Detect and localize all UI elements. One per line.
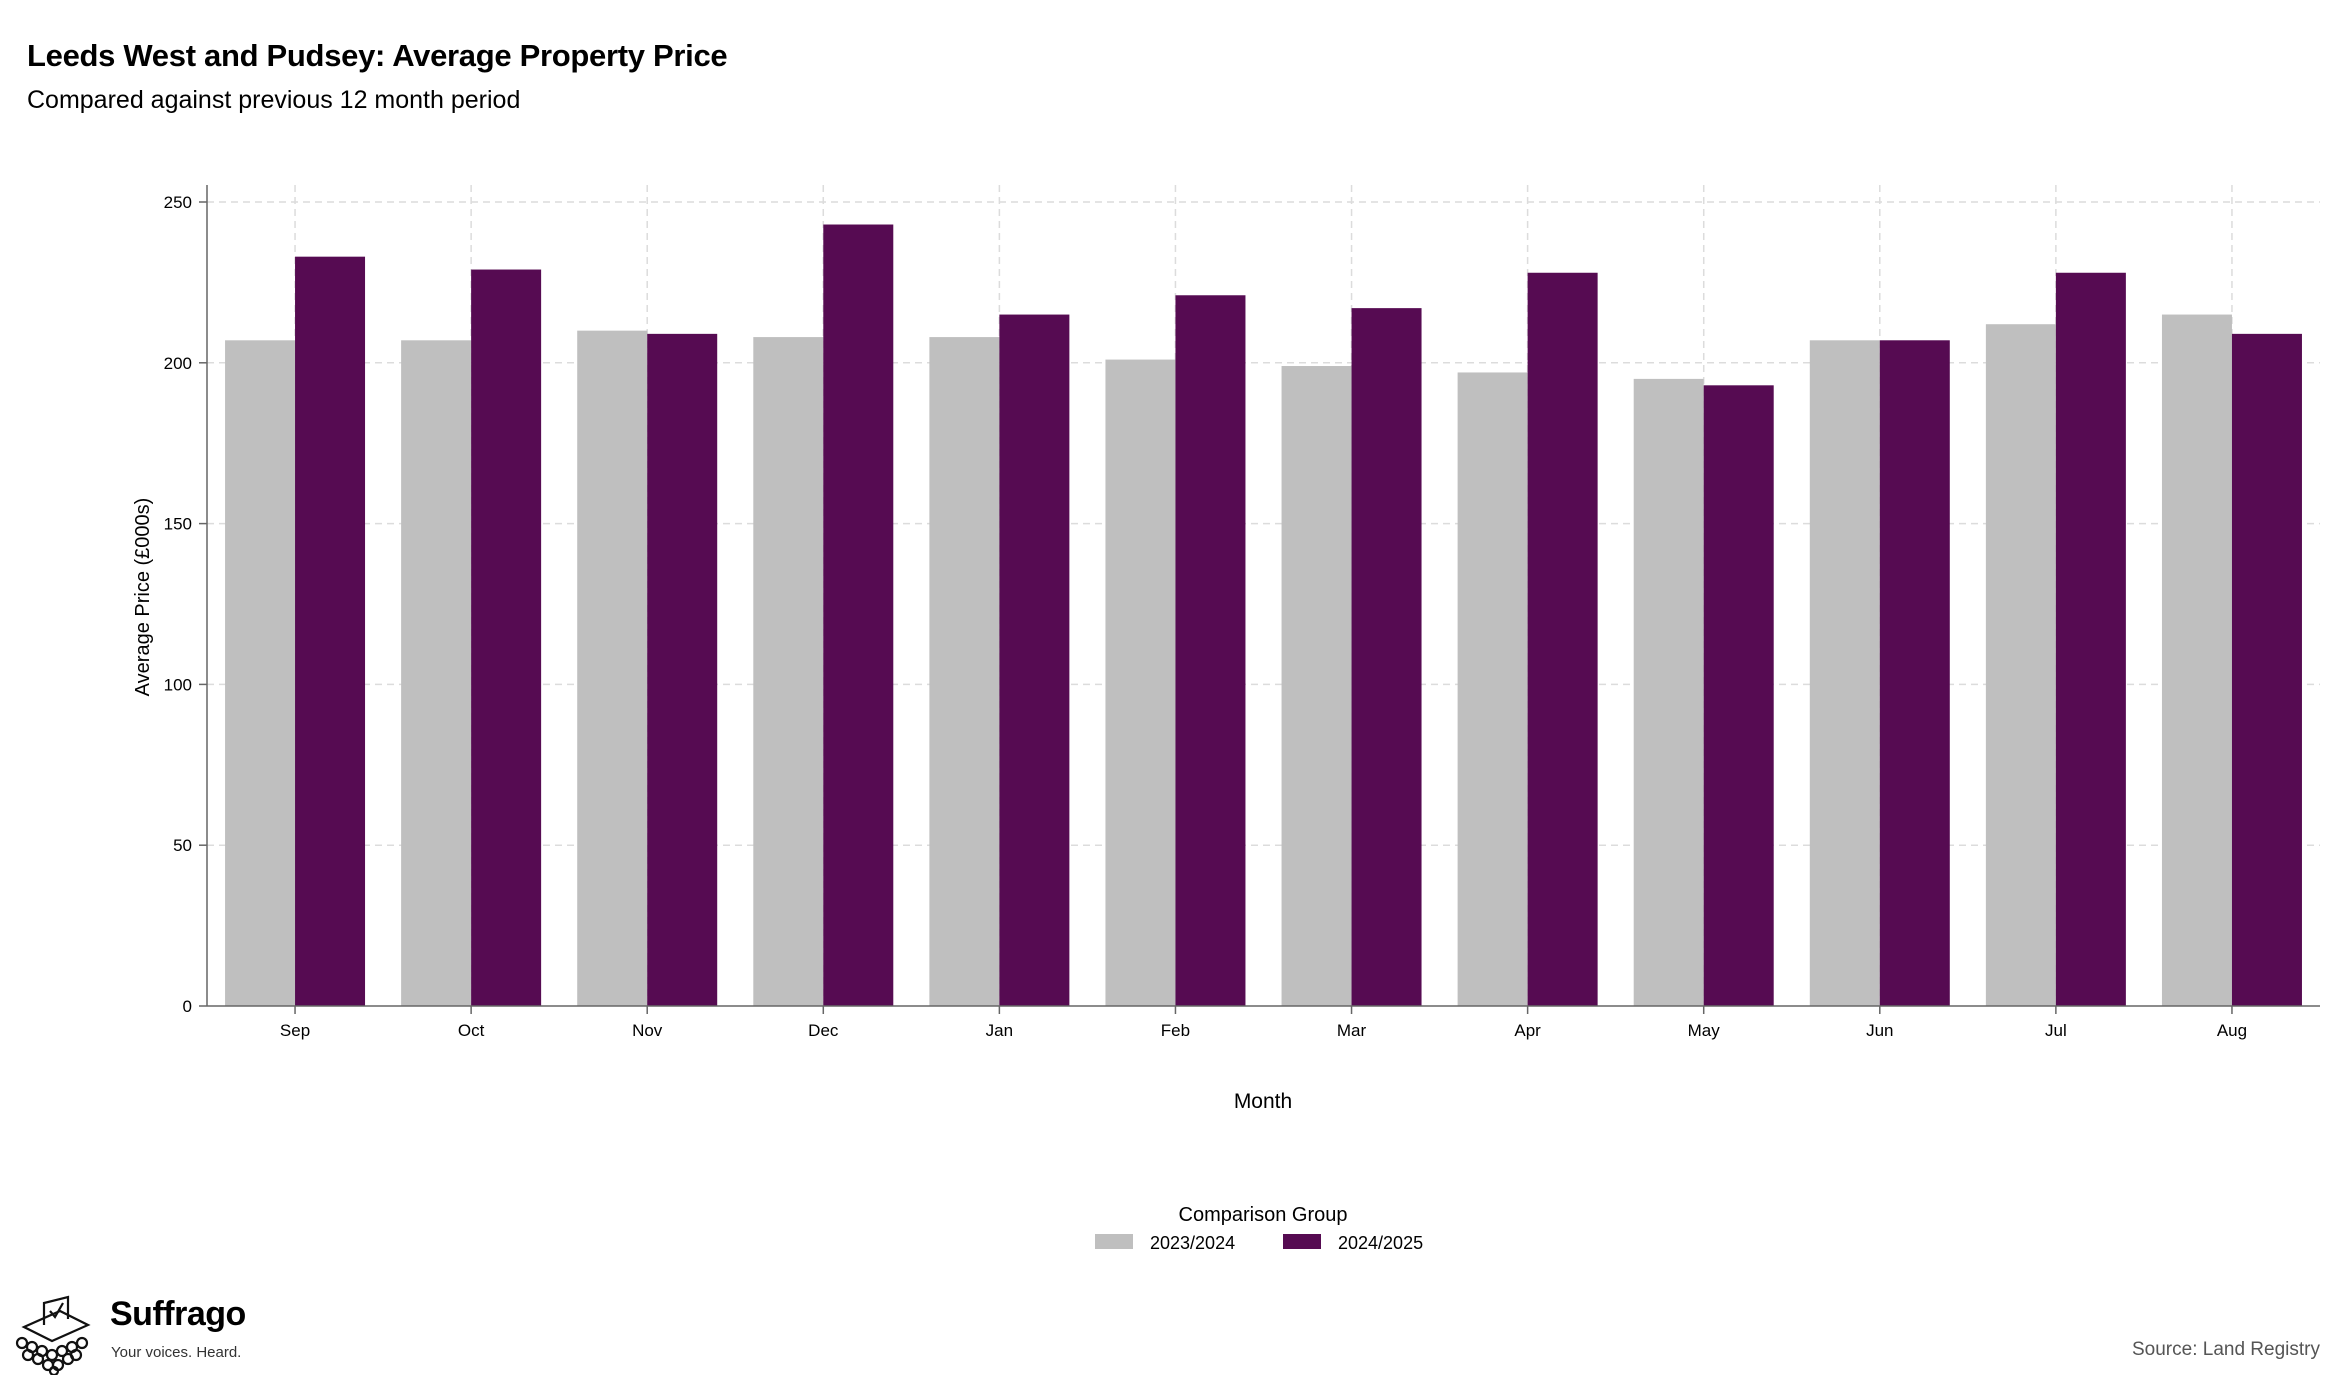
x-tick-label: Jan xyxy=(986,1021,1013,1040)
x-tick-label: Jun xyxy=(1866,1021,1893,1040)
brand-logo: Suffrago Your voices. Heard. xyxy=(14,1295,274,1377)
bar-2023-2024-oct xyxy=(401,340,472,1007)
ballot-box-icon xyxy=(15,1295,91,1377)
x-tick-label: Mar xyxy=(1337,1021,1367,1040)
y-axis-label: Average Price (£000s) xyxy=(132,498,154,697)
x-tick-label: Apr xyxy=(1514,1021,1541,1040)
y-tick-label: 150 xyxy=(164,515,192,534)
bar-2024-2025-may xyxy=(1703,385,1774,1006)
y-tick-label: 50 xyxy=(173,836,192,855)
brand-tagline: Your voices. Heard. xyxy=(111,1344,242,1361)
bar-2023-2024-nov xyxy=(577,330,648,1006)
axes xyxy=(199,185,2320,1014)
bar-2023-2024-aug xyxy=(2161,314,2232,1006)
x-axis-label: Month xyxy=(1234,1090,1292,1113)
source-note: Source: Land Registry xyxy=(2132,1339,2320,1360)
tick-labels: 0 50 100 150 200 250 Sep Oct Nov Dec Jan Feb Mar Apr M… xyxy=(164,193,2247,1040)
legend-label-2024-2025: 2024/2025 xyxy=(1338,1233,1423,1253)
bar-2023-2024-jul xyxy=(1985,324,2056,1006)
x-tick-label: Dec xyxy=(808,1021,839,1040)
bar-2023-2024-sep xyxy=(225,340,296,1007)
legend-label-2023-2024: 2023/2024 xyxy=(1150,1233,1235,1253)
bars xyxy=(225,224,2302,1007)
bar-2023-2024-dec xyxy=(753,337,824,1006)
bar-2024-2025-dec xyxy=(823,224,894,1007)
bar-2024-2025-aug xyxy=(2231,333,2302,1007)
brand-name: Suffrago xyxy=(110,1295,246,1333)
y-tick-label: 200 xyxy=(164,354,192,373)
bar-2023-2024-may xyxy=(1633,378,1704,1006)
bar-chart: 0 50 100 150 200 250 Sep Oct Nov Dec Jan Feb Mar Apr M… xyxy=(132,185,2320,1253)
x-tick-label: Aug xyxy=(2217,1021,2247,1040)
bar-2023-2024-jun xyxy=(1809,340,1880,1007)
x-tick-label: Jul xyxy=(2045,1021,2067,1040)
legend-title: Comparison Group xyxy=(1179,1204,1348,1226)
y-tick-label: 0 xyxy=(183,997,192,1016)
bar-2024-2025-jan xyxy=(999,314,1070,1006)
bar-2023-2024-mar xyxy=(1281,366,1352,1006)
bar-2024-2025-mar xyxy=(1351,308,1422,1006)
bar-2024-2025-feb xyxy=(1175,295,1246,1006)
chart-title: Leeds West and Pudsey: Average Property … xyxy=(27,38,728,73)
bar-2024-2025-nov xyxy=(647,333,718,1007)
x-tick-label: Nov xyxy=(632,1021,663,1040)
bar-2024-2025-jul xyxy=(2055,272,2126,1006)
bar-2024-2025-sep xyxy=(295,256,366,1006)
bar-2024-2025-jun xyxy=(1879,340,1950,1007)
bar-2024-2025-apr xyxy=(1527,272,1598,1006)
x-tick-label: Oct xyxy=(458,1021,485,1040)
bar-2023-2024-feb xyxy=(1105,359,1176,1007)
y-tick-label: 100 xyxy=(164,675,192,694)
x-tick-label: Sep xyxy=(280,1021,310,1040)
chart-subtitle: Compared against previous 12 month perio… xyxy=(27,86,521,114)
y-tick-label: 250 xyxy=(164,193,192,212)
x-tick-label: Feb xyxy=(1161,1021,1190,1040)
legend-swatch-2023-2024 xyxy=(1095,1234,1133,1249)
bar-2023-2024-jan xyxy=(929,337,1000,1006)
bar-2024-2025-oct xyxy=(471,269,542,1006)
x-tick-label: May xyxy=(1688,1021,1721,1040)
legend-swatch-2024-2025 xyxy=(1283,1234,1321,1249)
legend: Comparison Group 2023/2024 2024/2025 xyxy=(1095,1204,1423,1253)
bar-2023-2024-apr xyxy=(1457,372,1528,1006)
